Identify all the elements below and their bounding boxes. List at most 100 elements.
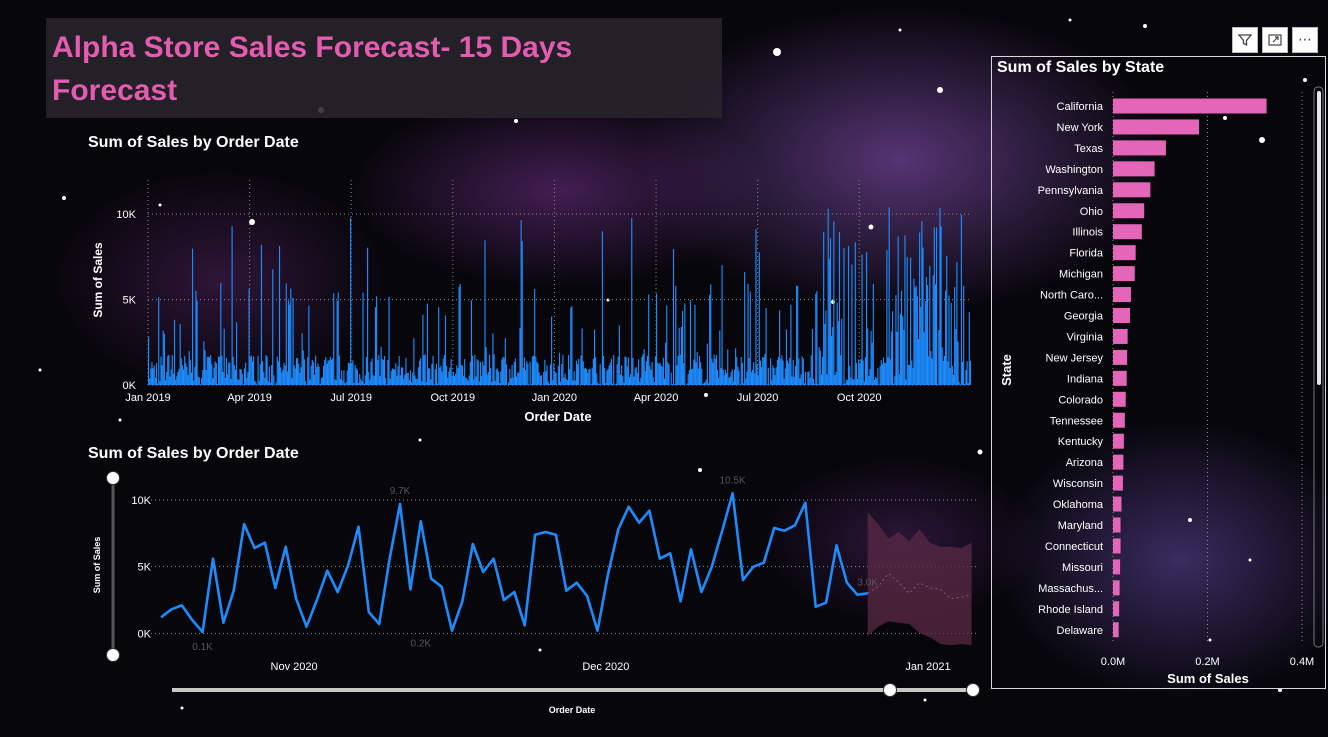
sales-column — [628, 377, 631, 385]
chart1-x-tick-label: Jan 2020 — [532, 392, 577, 404]
sales-column — [782, 360, 784, 385]
sales-column — [706, 343, 708, 385]
sales-column — [800, 374, 802, 385]
sales-column — [182, 369, 185, 385]
sales-column — [801, 356, 803, 385]
sales-column — [919, 232, 921, 385]
sales-column — [326, 363, 328, 385]
sales-column — [590, 384, 592, 385]
sales-column — [413, 338, 415, 385]
sales-column — [922, 247, 924, 385]
sales-column — [172, 373, 174, 385]
sales-column — [802, 358, 804, 385]
chart1-x-tick-label: Jan 2019 — [125, 392, 170, 404]
chart1-y-tick-label: 10K — [116, 209, 136, 221]
sales-column — [936, 227, 938, 385]
sales-column — [903, 329, 905, 385]
sales-column — [943, 355, 946, 385]
sales-column — [722, 369, 724, 385]
sales-column — [891, 311, 894, 385]
sales-column — [473, 379, 475, 385]
sales-column — [429, 368, 431, 385]
sales-column — [330, 359, 333, 385]
state-label: Virginia — [1067, 331, 1104, 343]
sales-column — [767, 367, 769, 385]
sales-column — [864, 357, 867, 385]
sales-column — [843, 247, 845, 385]
filter-icon[interactable] — [1232, 27, 1258, 53]
sales-column — [653, 382, 655, 385]
y-range-slider-top-handle[interactable] — [106, 471, 120, 485]
state-label: Rhode Island — [1038, 604, 1103, 616]
state-bar — [1113, 140, 1166, 156]
sales-column — [539, 375, 541, 385]
sales-column — [378, 355, 380, 385]
sales-column — [162, 330, 164, 385]
state-bar — [1113, 475, 1123, 491]
sales-column — [908, 364, 911, 385]
sales-column — [516, 376, 518, 385]
chart1-y-tick-label: 0K — [123, 380, 137, 392]
sales-column — [153, 365, 155, 385]
focus-mode-icon[interactable] — [1262, 27, 1288, 53]
sales-column — [736, 357, 738, 385]
sales-column — [548, 383, 550, 385]
state-label: Florida — [1069, 248, 1104, 260]
sales-column — [347, 362, 349, 385]
more-options-icon[interactable]: ⋯ — [1292, 27, 1318, 53]
sales-column — [966, 361, 968, 385]
sales-column — [646, 355, 649, 385]
sales-column — [332, 358, 334, 385]
sales-column — [587, 373, 589, 385]
sales-column — [215, 363, 217, 385]
sales-column — [911, 360, 913, 385]
state-label: Colorado — [1058, 394, 1103, 406]
sales-column — [718, 377, 720, 385]
sales-by-state-bar-chart: State Sum of Sales 0.0M 0.2M 0.4M Californi… — [999, 86, 1324, 686]
x-range-slider-right-handle[interactable] — [966, 683, 980, 697]
state-chart-scrollbar-thumb[interactable] — [1317, 91, 1321, 385]
sales-column — [715, 354, 717, 385]
chart2-y-tick-label: 5K — [138, 562, 152, 574]
sales-column — [714, 358, 716, 385]
sales-column — [481, 376, 483, 385]
sales-column — [276, 356, 278, 385]
sales-column — [449, 367, 451, 385]
sales-column — [632, 358, 634, 385]
sales-column — [527, 363, 529, 385]
sales-column — [575, 360, 577, 385]
sales-column — [258, 380, 260, 385]
x-range-slider-left-handle[interactable] — [883, 683, 897, 697]
sales-column — [166, 371, 168, 385]
sales-column — [636, 372, 638, 385]
state-bar — [1113, 601, 1120, 617]
sales-column — [791, 376, 793, 385]
sales-by-state-panel: Sum of Sales by State State Sum of Sales… — [991, 56, 1326, 689]
sales-column — [952, 374, 955, 385]
sales-column — [299, 372, 301, 385]
sales-column — [354, 365, 356, 385]
sales-column — [302, 350, 304, 385]
sales-column — [205, 369, 207, 385]
sales-column — [774, 375, 776, 385]
sales-column — [741, 362, 743, 385]
sales-column — [896, 331, 898, 385]
sales-column — [859, 363, 861, 385]
y-range-slider-bottom-handle[interactable] — [106, 648, 120, 662]
sales-column — [281, 372, 283, 385]
sales-column — [853, 379, 855, 385]
sales-column — [780, 359, 782, 385]
sales-column — [460, 365, 462, 385]
sales-column — [924, 301, 926, 385]
sales-column — [726, 373, 728, 385]
sales-column — [455, 373, 457, 385]
sales-column — [188, 350, 190, 385]
state-chart-scrollbar-track[interactable] — [1313, 86, 1324, 648]
sales-column — [468, 375, 470, 385]
sales-column — [938, 330, 940, 385]
state-label: Michigan — [1059, 269, 1103, 281]
sales-column — [826, 374, 828, 385]
sales-column — [432, 355, 434, 385]
sales-column — [223, 328, 225, 385]
